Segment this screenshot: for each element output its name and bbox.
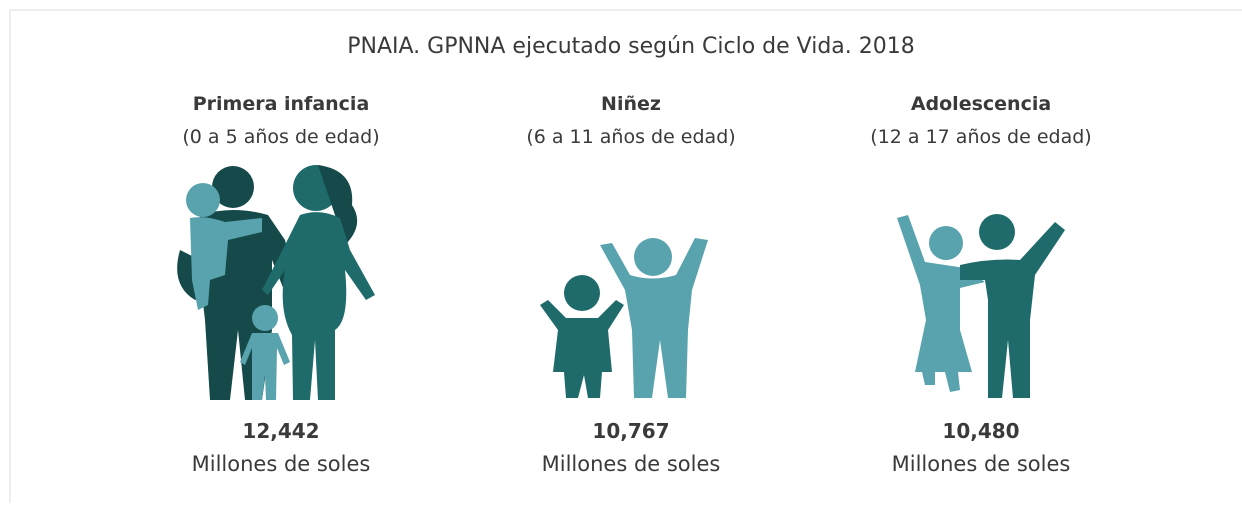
group-age: (12 a 17 años de edad) xyxy=(870,126,1091,148)
group-label: Niñez xyxy=(601,93,661,115)
adolescents-icon xyxy=(897,214,1065,398)
group-value: 10,480 xyxy=(942,419,1019,443)
title: PNAIA. GPNNA ejecutado según Ciclo de Vi… xyxy=(347,34,915,59)
group-age: (6 a 11 años de edad) xyxy=(526,126,735,148)
group-age: (0 a 5 años de edad) xyxy=(182,126,379,148)
group-unit: Millones de soles xyxy=(542,452,721,476)
group-label: Primera infancia xyxy=(193,93,370,115)
frame xyxy=(9,9,1242,503)
children-icon xyxy=(540,238,708,398)
group-value: 12,442 xyxy=(242,419,319,443)
family-icon xyxy=(177,165,375,400)
group-value: 10,767 xyxy=(592,419,669,443)
group-label: Adolescencia xyxy=(911,93,1051,115)
group-unit: Millones de soles xyxy=(892,452,1071,476)
group-unit: Millones de soles xyxy=(192,452,371,476)
